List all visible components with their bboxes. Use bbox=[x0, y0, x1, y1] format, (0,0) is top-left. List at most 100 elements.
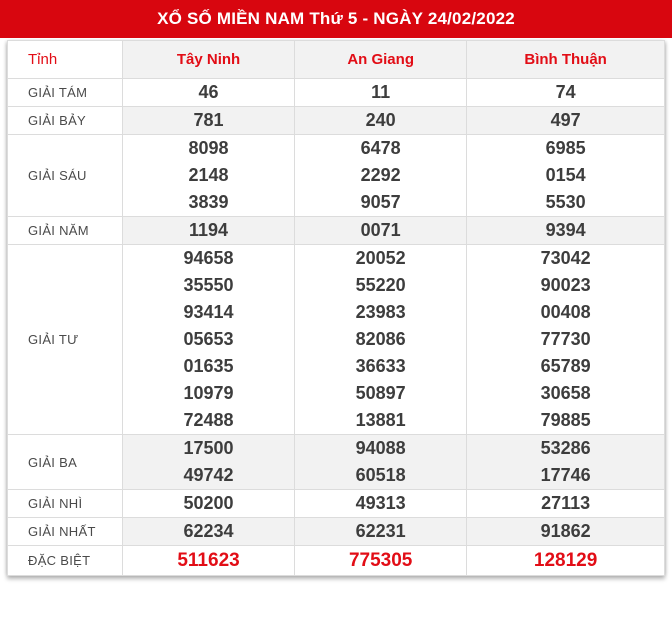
prize-label: ĐẶC BIỆT bbox=[7, 545, 123, 576]
prize-cell: 0071 bbox=[294, 216, 468, 245]
prize-number: 62234 bbox=[183, 521, 234, 541]
prize-cell: 8098 2148 3839 bbox=[121, 134, 296, 217]
results-table: Tỉnh Tây Ninh An Giang Bình Thuận GIẢI T… bbox=[7, 40, 665, 576]
prize-number: 3839 bbox=[188, 192, 229, 212]
prize-row: GIẢI NĂM 1194 0071 9394 bbox=[7, 216, 665, 245]
prize-number: 5530 bbox=[545, 192, 586, 212]
header-row: Tỉnh Tây Ninh An Giang Bình Thuận bbox=[7, 40, 665, 79]
prize-number: 62231 bbox=[355, 521, 406, 541]
prize-number: 1194 bbox=[189, 220, 229, 240]
prize-row: GIẢI TÁM 46 11 74 bbox=[7, 78, 665, 107]
prize-number: 240 bbox=[365, 110, 396, 130]
prize-cell: 20052 55220 23983 82086 36633 50897 13881 bbox=[294, 244, 468, 435]
prize-cell: 11 bbox=[294, 78, 468, 107]
prize-cell: 775305 bbox=[294, 545, 468, 576]
prize-number: 94088 bbox=[355, 438, 406, 458]
prize-cell: 62234 bbox=[121, 517, 296, 546]
results-body: GIẢI TÁM 46 11 74 GIẢI BẢY 781 240 497 GIẢI SÁU 8… bbox=[7, 78, 665, 576]
prize-number: 6478 bbox=[360, 138, 401, 158]
prize-number: 11 bbox=[371, 82, 391, 102]
prize-cell: 497 bbox=[466, 106, 665, 135]
prize-number: 13881 bbox=[355, 410, 406, 430]
prize-cell: 46 bbox=[121, 78, 296, 107]
prize-cell: 73042 90023 00408 77730 65789 30658 79885 bbox=[466, 244, 665, 435]
prize-number: 94658 bbox=[183, 248, 234, 268]
prize-number: 05653 bbox=[183, 329, 234, 349]
prize-number: 781 bbox=[193, 110, 224, 130]
prize-cell: 1194 bbox=[121, 216, 296, 245]
prize-number: 46 bbox=[198, 82, 219, 102]
prize-row: GIẢI SÁU 8098 2148 3839 6478 2292 9057 6985 0154… bbox=[7, 134, 665, 217]
prize-number: 77730 bbox=[540, 329, 591, 349]
prize-number: 60518 bbox=[355, 465, 406, 485]
prize-row: GIẢI TƯ 94658 35550 93414 05653 01635 10979 724… bbox=[7, 244, 665, 435]
prize-number: 2292 bbox=[360, 165, 401, 185]
prize-number: 497 bbox=[550, 110, 581, 130]
prize-label: GIẢI BẢY bbox=[7, 106, 123, 135]
prize-row: GIẢI NHẤT 62234 62231 91862 bbox=[7, 517, 665, 546]
prize-number: 00408 bbox=[540, 302, 591, 322]
prize-number: 10979 bbox=[183, 383, 234, 403]
prize-number: 73042 bbox=[540, 248, 591, 268]
prize-number: 82086 bbox=[355, 329, 406, 349]
prize-cell: 781 bbox=[121, 106, 296, 135]
prize-number: 55220 bbox=[355, 275, 406, 295]
prize-number: 23983 bbox=[355, 302, 406, 322]
prize-cell: 74 bbox=[466, 78, 665, 107]
prize-cell: 91862 bbox=[466, 517, 665, 546]
title-banner: XỔ SỐ MIỀN NAM Thứ 5 - NGÀY 24/02/2022 bbox=[0, 0, 672, 38]
prize-row: GIẢI BA 17500 49742 94088 60518 53286 17746 bbox=[7, 434, 665, 490]
prize-cell: 128129 bbox=[466, 545, 665, 576]
prize-row: GIẢI NHÌ 50200 49313 27113 bbox=[7, 489, 665, 518]
results-table-header: Tỉnh Tây Ninh An Giang Bình Thuận bbox=[7, 40, 665, 79]
prize-number: 50200 bbox=[183, 493, 234, 513]
column-header-province-label: Tỉnh bbox=[7, 40, 123, 79]
prize-cell: 6985 0154 5530 bbox=[466, 134, 665, 217]
prize-row: GIẢI BẢY 781 240 497 bbox=[7, 106, 665, 135]
prize-number: 27113 bbox=[541, 493, 591, 513]
prize-number: 01635 bbox=[183, 356, 234, 376]
prize-number: 79885 bbox=[540, 410, 591, 430]
prize-cell: 6478 2292 9057 bbox=[294, 134, 468, 217]
prize-cell: 9394 bbox=[466, 216, 665, 245]
prize-number: 0071 bbox=[360, 220, 401, 240]
prize-cell: 49313 bbox=[294, 489, 468, 518]
prize-cell: 94088 60518 bbox=[294, 434, 468, 490]
prize-number: 2148 bbox=[188, 165, 229, 185]
prize-label: GIẢI SÁU bbox=[7, 134, 123, 217]
column-header-tay-ninh: Tây Ninh bbox=[121, 40, 296, 79]
prize-number: 50897 bbox=[355, 383, 406, 403]
prize-number: 91862 bbox=[540, 521, 591, 541]
prize-number: 93414 bbox=[183, 302, 234, 322]
prize-cell: 17500 49742 bbox=[121, 434, 296, 490]
prize-number: 775305 bbox=[348, 550, 413, 571]
prize-number: 30658 bbox=[540, 383, 591, 403]
prize-label: GIẢI BA bbox=[7, 434, 123, 490]
prize-cell: 53286 17746 bbox=[466, 434, 665, 490]
prize-number: 17500 bbox=[183, 438, 234, 458]
prize-number: 90023 bbox=[540, 275, 591, 295]
prize-row: ĐẶC BIỆT 511623 775305 128129 bbox=[7, 545, 665, 576]
prize-number: 511623 bbox=[177, 550, 240, 571]
column-header-binh-thuan: Bình Thuận bbox=[466, 40, 665, 79]
prize-number: 72488 bbox=[183, 410, 234, 430]
prize-label: GIẢI TƯ bbox=[7, 244, 123, 435]
prize-cell: 27113 bbox=[466, 489, 665, 518]
prize-number: 65789 bbox=[540, 356, 591, 376]
column-header-an-giang: An Giang bbox=[294, 40, 468, 79]
prize-label: GIẢI NHẤT bbox=[7, 517, 123, 546]
prize-number: 74 bbox=[555, 82, 576, 102]
prize-number: 53286 bbox=[540, 438, 591, 458]
prize-number: 49313 bbox=[355, 493, 406, 513]
prize-number: 9394 bbox=[545, 220, 586, 240]
results-table-wrap: Tỉnh Tây Ninh An Giang Bình Thuận GIẢI T… bbox=[0, 38, 672, 576]
prize-label: GIẢI TÁM bbox=[7, 78, 123, 107]
prize-number: 6985 bbox=[545, 138, 586, 158]
prize-number: 8098 bbox=[188, 138, 229, 158]
prize-number: 49742 bbox=[183, 465, 234, 485]
prize-cell: 240 bbox=[294, 106, 468, 135]
prize-cell: 94658 35550 93414 05653 01635 10979 72488 bbox=[121, 244, 296, 435]
page-title: XỔ SỐ MIỀN NAM Thứ 5 - NGÀY 24/02/2022 bbox=[157, 9, 515, 28]
prize-number: 20052 bbox=[355, 248, 406, 268]
